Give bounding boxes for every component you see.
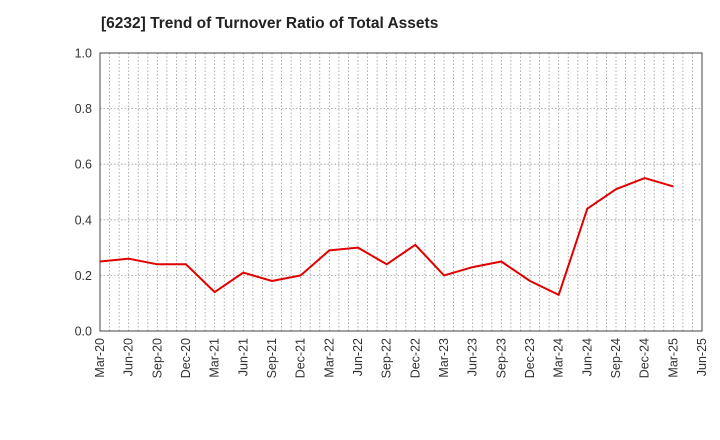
series-line: [99, 177, 674, 296]
y-tick-label: 0.4: [75, 213, 92, 227]
x-tick-label: Sep-24: [609, 338, 623, 378]
x-tick-label: Mar-21: [208, 338, 222, 378]
x-tick-label: Jun-22: [351, 338, 365, 376]
y-axis-ticks: 0.0 0.2 0.4 0.6 0.8 1.0: [75, 47, 92, 339]
x-tick-label: Dec-24: [638, 338, 652, 378]
x-tick-label: Dec-21: [294, 338, 308, 378]
x-tick-label: Jun-20: [122, 338, 136, 376]
x-tick-label: Sep-23: [494, 338, 508, 378]
x-tick-label: Dec-20: [179, 338, 193, 378]
x-tick-label: Dec-23: [523, 338, 537, 378]
x-tick-label: Jun-24: [580, 338, 594, 376]
gridlines: [100, 53, 702, 331]
x-tick-label: Dec-22: [408, 338, 422, 378]
y-tick-label: 0.8: [75, 102, 92, 116]
x-tick-label: Mar-22: [322, 338, 336, 378]
x-axis-ticks: Mar-20 Jun-20 Sep-20 Dec-20 Mar-21 Jun-21 Sep-…: [93, 338, 709, 378]
x-tick-label: Jun-23: [466, 338, 480, 376]
x-tick-label: Mar-25: [666, 338, 680, 378]
y-tick-label: 1.0: [75, 47, 92, 61]
chart-title: [6232] Trend of Turnover Ratio of Total …: [101, 15, 439, 32]
y-tick-label: 0.0: [75, 325, 92, 339]
x-tick-label: Sep-20: [150, 338, 164, 378]
x-tick-label: Mar-20: [93, 338, 107, 378]
series-lines: [99, 177, 674, 296]
plot-area: [99, 52, 703, 332]
x-tick-label: Jun-21: [236, 338, 250, 376]
y-tick-label: 0.6: [75, 158, 92, 172]
x-tick-label: Mar-24: [552, 338, 566, 378]
x-tick-label: Jun-25: [695, 338, 709, 376]
x-tick-label: Sep-22: [380, 338, 394, 378]
x-tick-label: Mar-23: [437, 338, 451, 378]
x-tick-label: Sep-21: [265, 338, 279, 378]
y-tick-label: 0.2: [75, 269, 92, 283]
